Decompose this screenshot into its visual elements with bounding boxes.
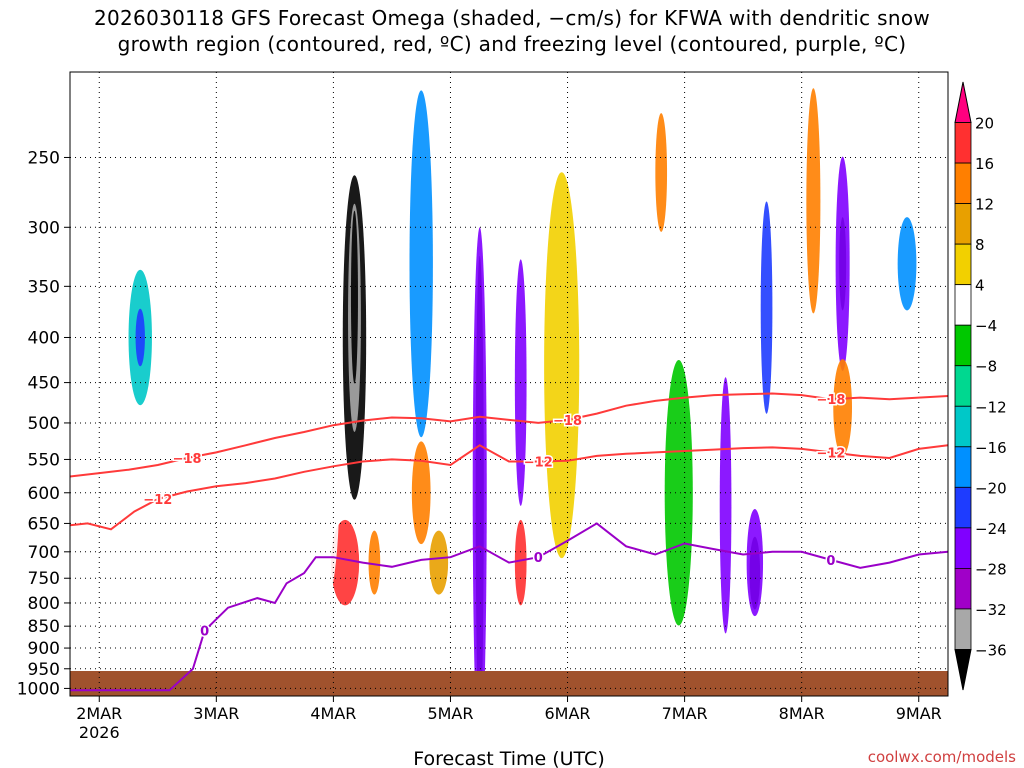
colorbar-swatch [954,486,972,529]
colorbar-swatch [954,608,972,650]
y-tick-label: 800 [28,594,60,614]
contour-label: −12 [143,493,172,508]
y-tick-label: 650 [28,514,60,534]
x-tick-label: 3MAR [193,704,239,723]
colorbar-swatch [954,284,972,326]
colorbar-swatch [954,446,972,488]
y-tick-label: 350 [28,277,60,297]
omega-cell [664,360,693,626]
contour-label: 0 [200,625,209,640]
colorbar-arrow-bottom [954,648,972,691]
omega-cell [411,441,431,545]
colorbar-label: −36 [975,641,1007,659]
contour-line--12 [70,444,948,531]
omega-cell [409,90,433,438]
colorbar-label: 20 [975,115,994,133]
colorbar-swatch [954,162,972,204]
chart-title-line2: growth region (contoured, red, ºC) and f… [117,32,907,56]
contour-line--18 [70,392,948,478]
credit-link[interactable]: coolwx.com/models [868,748,1016,766]
omega-cell [514,519,527,606]
colorbar-swatch [954,568,972,610]
contour-label: 0 [534,551,543,566]
y-tick-label: 500 [28,414,60,434]
plot-frame [69,71,949,697]
contour-label: −18 [816,393,845,408]
colorbar-label: −28 [975,560,1007,578]
colorbar-swatch [954,203,972,245]
omega-cell [897,217,917,311]
contours: −18 −18 −18 −12 −12 −12 0 0 0 [70,392,948,692]
omega-cell [655,113,668,232]
y-tick-label: 950 [28,660,60,680]
terrain-band [70,671,948,696]
colorbar-label: 12 [975,196,994,214]
y-tick-label: 900 [28,639,60,659]
y-tick-label: 850 [28,617,60,637]
omega-cell [746,509,764,617]
omega-cell [835,156,850,371]
x-axis: 2MAR 3MAR 4MAR 5MAR 6MAR 7MAR 8MAR 9MAR 2026 [76,696,942,742]
y-tick-label: 750 [28,569,60,589]
omega-cell [544,172,580,559]
colorbar-label: 4 [975,277,985,295]
y-tick-label: 700 [28,543,60,563]
x-tick-label: 5MAR [427,704,473,723]
omega-cell [304,374,340,612]
y-tick-label: 600 [28,484,60,504]
y-tick-label: 450 [28,374,60,394]
y-tick-label: 400 [28,328,60,348]
colorbar-label: −20 [975,479,1007,497]
x-tick-label: 8MAR [779,704,825,723]
omega-cell [331,519,360,606]
colorbar-label: −24 [975,520,1007,538]
contour-label: −12 [524,456,553,471]
grid [70,72,948,696]
colorbar-label: 8 [975,236,985,254]
omega-cell [472,227,487,696]
contour-label: −12 [816,446,845,461]
colorbar-swatch [954,405,972,448]
colorbar-label: 16 [975,155,994,173]
colorbar-swatch [954,324,972,367]
y-tick-label: 550 [28,450,60,470]
contour-line-0 [70,522,948,692]
x-tick-label: 6MAR [545,704,591,723]
colorbar: 20 16 12 8 4 −4 −8 −12 −16 −20 −24 −28 −32 −36 [954,81,1007,691]
chart-title-line1: 2026030118 GFS Forecast Omega (shaded, −… [93,6,931,30]
x-tick-label: 9MAR [896,704,942,723]
omega-cell [833,359,853,456]
colorbar-arrow-top [954,81,972,124]
omega-cell [760,201,773,414]
omega-cell [806,88,821,314]
colorbar-swatch [954,243,972,286]
omega-cell [719,377,732,634]
colorbar-label: −12 [975,398,1007,416]
contour-label: −18 [553,414,582,429]
contour-label: −18 [173,452,202,467]
colorbar-swatch [954,122,972,164]
omega-cell [350,210,358,384]
y-tick-label: 1000 [17,679,60,699]
colorbar-label: −4 [975,317,997,335]
omega-cell [368,530,381,595]
colorbar-label: −32 [975,601,1007,619]
x-tick-label: 7MAR [662,704,708,723]
colorbar-swatch [954,527,972,569]
y-tick-label: 300 [28,218,60,238]
y-tick-label: 250 [28,148,60,168]
colorbar-label: −16 [975,439,1007,457]
contour-label: 0 [826,554,835,569]
colorbar-label: −8 [975,358,997,376]
omega-shading [128,88,917,696]
x-year-label: 2026 [79,723,120,742]
omega-cell [429,530,449,595]
x-tick-label: 4MAR [310,704,356,723]
x-tick-label: 2MAR [76,704,122,723]
colorbar-swatch [954,365,972,407]
y-axis: 2503003504004505005506006507007508008509… [17,148,70,699]
x-axis-title: Forecast Time (UTC) [413,748,604,768]
